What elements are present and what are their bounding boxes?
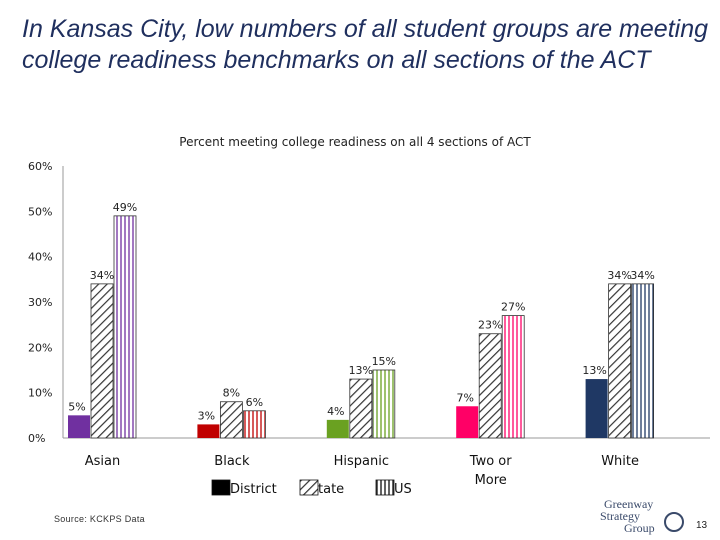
bar-district-two-or-more: [456, 406, 479, 438]
slide-title: In Kansas City, low numbers of all stude…: [22, 15, 708, 74]
bar-value-label: 27%: [501, 301, 525, 314]
category-label: Hispanic: [334, 454, 389, 469]
y-tick-label: 20%: [28, 341, 52, 354]
category-label: More: [475, 473, 507, 488]
bar-value-label: 15%: [372, 355, 396, 368]
bar-value-label: 13%: [349, 364, 373, 377]
category-label: White: [601, 454, 639, 469]
bar-value-label: 5%: [68, 400, 85, 413]
bar-value-label: 8%: [223, 387, 240, 400]
legend-label-state: tate: [318, 482, 344, 497]
legend-swatch-us: [375, 479, 395, 496]
bar-district-hispanic: [326, 419, 349, 438]
legend-swatch-district: [211, 479, 231, 496]
bar-value-label: 13%: [582, 364, 606, 377]
bar-value-label: 4%: [327, 405, 344, 418]
page-number: 13: [696, 520, 708, 531]
category-label: Two or: [469, 454, 512, 469]
legend-swatch-state: [299, 479, 319, 496]
bar-state-white: [608, 283, 631, 439]
bar-state-asian: [90, 283, 114, 439]
bar-state-two-or-more: [478, 333, 502, 439]
bar-us-white: [631, 283, 654, 439]
bar-value-label: 7%: [456, 391, 473, 404]
chart-title: Percent meeting college readiness on all…: [179, 135, 531, 149]
logo-text-1: Greenway: [604, 497, 654, 511]
bar-value-label: 3%: [198, 409, 215, 422]
y-tick-label: 60%: [28, 160, 52, 173]
legend-label-us: US: [394, 482, 412, 497]
source-note: Source: KCKPS Data: [54, 514, 145, 524]
y-tick-label: 40%: [28, 251, 52, 264]
category-label: Black: [214, 454, 250, 469]
bar-value-label: 34%: [607, 269, 631, 282]
bar-state-hispanic: [349, 378, 373, 439]
bar-district-asian: [68, 415, 90, 438]
bar-district-black: [197, 424, 220, 438]
company-logo: Greenway Strategy Group: [598, 498, 690, 540]
bar-value-label: 6%: [246, 396, 263, 409]
y-tick-label: 10%: [28, 387, 52, 400]
y-tick-label: 50%: [28, 205, 52, 218]
bar-value-label: 49%: [113, 201, 137, 214]
bar-state-black: [219, 401, 243, 439]
logo-text-2: Strategy: [600, 509, 640, 523]
category-label: Asian: [85, 454, 120, 469]
bar-us-asian: [113, 215, 137, 439]
logo-mark-icon: [664, 512, 684, 532]
bar-value-label: 34%: [630, 269, 654, 282]
y-tick-label: 0%: [28, 432, 45, 445]
bar-us-two-or-more: [501, 315, 525, 439]
bar-us-black: [242, 410, 266, 439]
bar-district-white: [585, 379, 608, 438]
legend-label-district: District: [230, 482, 277, 497]
bar-value-label: 23%: [478, 319, 502, 332]
y-tick-label: 30%: [28, 296, 52, 309]
bar-us-hispanic: [372, 369, 396, 439]
bar-value-label: 34%: [90, 269, 114, 282]
logo-text-3: Group: [624, 521, 655, 535]
